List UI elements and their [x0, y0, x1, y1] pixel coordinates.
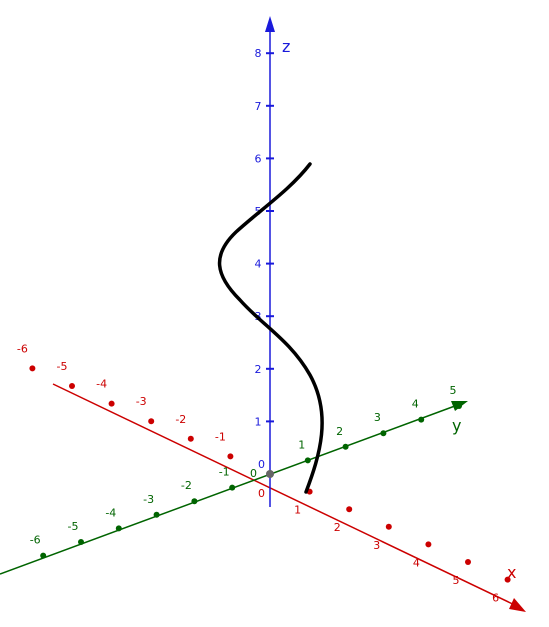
x-tick-label: 1: [294, 504, 301, 517]
y-tick-mark: [380, 430, 387, 437]
x-tick-mark: [504, 576, 511, 583]
x-tick-label: -5: [57, 360, 68, 373]
y-tick-label: -2: [181, 479, 192, 492]
z-tick-label: 7: [255, 100, 262, 113]
y-tick-label: -1: [219, 466, 230, 479]
x-tick-label: 6: [492, 592, 499, 605]
x-tick-mark: [385, 523, 392, 530]
x-tick-mark: [148, 418, 155, 425]
x-tick-mark: [29, 365, 36, 372]
origin-label-y: 0: [250, 467, 257, 480]
x-tick-label: -3: [136, 395, 147, 408]
y-axis-label: y: [452, 416, 461, 435]
y-tick-label: 1: [298, 438, 305, 451]
x-tick-label: 5: [453, 574, 460, 587]
origin-label-x: 0: [258, 487, 265, 500]
y-tick-label: -5: [68, 520, 79, 533]
z-tick-label: 6: [255, 152, 262, 165]
y-tick-label: -4: [105, 506, 116, 519]
x-tick-label: 4: [413, 556, 420, 569]
x-tick-mark: [69, 383, 75, 389]
z-tick-label: 4: [255, 258, 262, 271]
x-axis-arrow: [509, 598, 526, 612]
y-tick-mark: [40, 552, 47, 559]
origin-point: [266, 470, 274, 478]
x-tick-mark: [227, 453, 234, 460]
y-tick-label: -6: [30, 534, 41, 547]
x-tick-mark: [187, 435, 194, 442]
x-tick-label: -1: [215, 430, 226, 443]
y-tick-mark: [191, 498, 198, 505]
y-tick-mark: [153, 511, 160, 518]
y-tick-label: 3: [374, 411, 381, 424]
x-axis-label: x: [507, 563, 516, 582]
z-axis-label: z: [282, 37, 290, 56]
x-tick-mark: [425, 541, 432, 548]
origin-label-z: 0: [258, 458, 265, 471]
y-tick-mark: [418, 416, 425, 423]
z-tick-label: 1: [255, 415, 262, 428]
y-tick-mark: [304, 457, 311, 464]
y-tick-mark: [229, 484, 236, 491]
y-tick-label: 4: [412, 398, 419, 411]
y-tick-mark: [115, 525, 122, 532]
x-axis-line: [52, 383, 522, 609]
x-tick-label: -2: [175, 413, 186, 426]
x-tick-label: 2: [334, 521, 341, 534]
y-tick-label: -3: [143, 493, 154, 506]
z-axis-arrow: [265, 16, 275, 32]
space-curve: [217, 162, 324, 494]
z-tick-label: 8: [255, 47, 262, 60]
x-tick-label: 3: [373, 539, 380, 552]
y-tick-label: 5: [450, 384, 457, 397]
y-axis-ticks: -6 -5 -4 -3 -2 -1 1 2 3 4 5: [30, 384, 462, 559]
x-axis-ticks: -6 -5 -4 -3 -2 -1 1 2 3 4 5 6: [17, 342, 511, 605]
x-tick-label: -6: [17, 342, 28, 355]
y-tick-mark: [342, 443, 349, 450]
x-tick-label: -4: [96, 378, 107, 391]
x-tick-mark: [108, 400, 115, 407]
y-tick-label: 2: [336, 425, 343, 438]
x-tick-mark: [465, 559, 471, 565]
y-tick-mark: [456, 403, 462, 409]
z-tick-label: 2: [255, 363, 262, 376]
x-tick-mark: [346, 506, 353, 513]
y-tick-mark: [78, 539, 84, 545]
